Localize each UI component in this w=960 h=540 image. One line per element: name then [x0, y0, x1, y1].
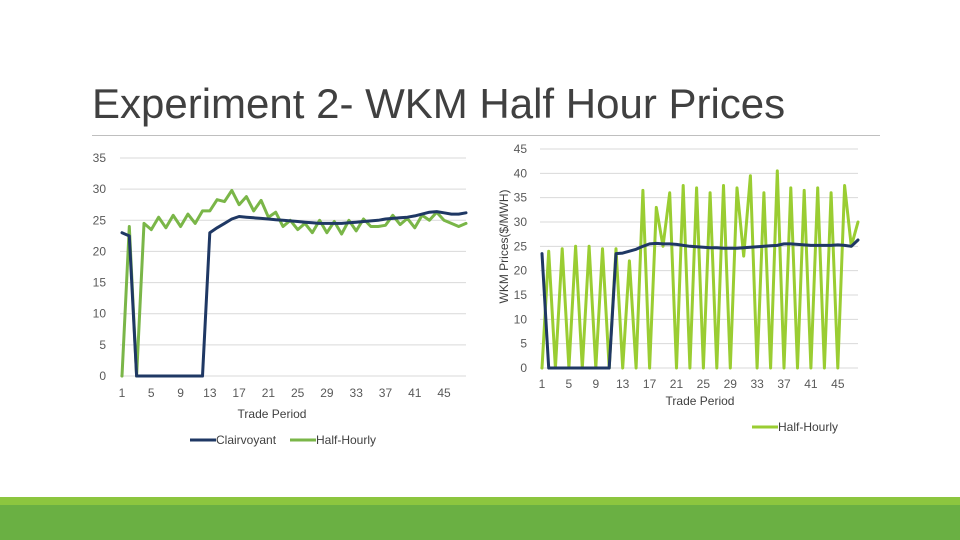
y-tick-label: 5 [99, 338, 106, 352]
footer-accent-line [0, 497, 960, 505]
x-tick-label: 21 [262, 386, 276, 400]
y-tick-label: 5 [520, 337, 527, 351]
y-tick-label: 0 [520, 361, 527, 375]
y-tick-label: 35 [93, 151, 107, 165]
x-tick-label: 9 [592, 377, 599, 391]
footer-bar [0, 497, 960, 540]
y-tick-label: 10 [514, 312, 528, 326]
x-tick-label: 17 [643, 377, 657, 391]
x-tick-label: 25 [291, 386, 305, 400]
x-tick-label: 41 [804, 377, 818, 391]
y-tick-label: 30 [93, 182, 107, 196]
y-tick-label: 20 [93, 244, 107, 258]
x-tick-label: 21 [670, 377, 684, 391]
x-tick-label: 33 [750, 377, 764, 391]
slide-title: Experiment 2- WKM Half Hour Prices [92, 80, 786, 127]
series-line-clairvoyant [120, 210, 468, 378]
y-tick-label: 35 [514, 191, 528, 205]
x-tick-label: 13 [616, 377, 630, 391]
x-tick-label: 25 [697, 377, 711, 391]
x-tick-label: 9 [177, 386, 184, 400]
x-tick-label: 17 [232, 386, 246, 400]
title-divider [92, 135, 880, 136]
y-tick-label: 25 [93, 213, 107, 227]
x-tick-label: 13 [203, 386, 217, 400]
x-tick-label: 45 [437, 386, 451, 400]
x-axis-label: Trade Period [666, 394, 735, 408]
y-tick-label: 40 [514, 166, 528, 180]
x-tick-label: 5 [148, 386, 155, 400]
x-tick-label: 37 [777, 377, 791, 391]
x-tick-label: 41 [408, 386, 422, 400]
y-tick-label: 25 [514, 239, 528, 253]
y-tick-label: 20 [514, 264, 528, 278]
legend-label: Clairvoyant [216, 433, 277, 447]
x-tick-label: 29 [320, 386, 334, 400]
y-tick-label: 15 [514, 288, 528, 302]
x-tick-label: 37 [379, 386, 393, 400]
y-tick-label: 10 [93, 307, 107, 321]
series-line-half-hourly [540, 169, 860, 370]
series-line-half-hourly [120, 188, 468, 378]
x-tick-label: 33 [350, 386, 364, 400]
series-line-clairvoyant-right [540, 238, 860, 370]
x-tick-label: 5 [566, 377, 573, 391]
legend-label: Half-Hourly [778, 420, 838, 434]
y-tick-label: 0 [99, 369, 106, 383]
y-axis-label: WKM Prices($/MWH) [497, 190, 511, 304]
x-tick-label: 1 [119, 386, 126, 400]
x-tick-label: 29 [724, 377, 738, 391]
x-axis-label: Trade Period [238, 407, 307, 421]
x-tick-label: 1 [539, 377, 546, 391]
y-tick-label: 15 [93, 276, 107, 290]
y-tick-label: 30 [514, 215, 528, 229]
y-tick-label: 45 [514, 142, 528, 156]
x-tick-label: 45 [831, 377, 845, 391]
legend-label: Half-Hourly [316, 433, 376, 447]
